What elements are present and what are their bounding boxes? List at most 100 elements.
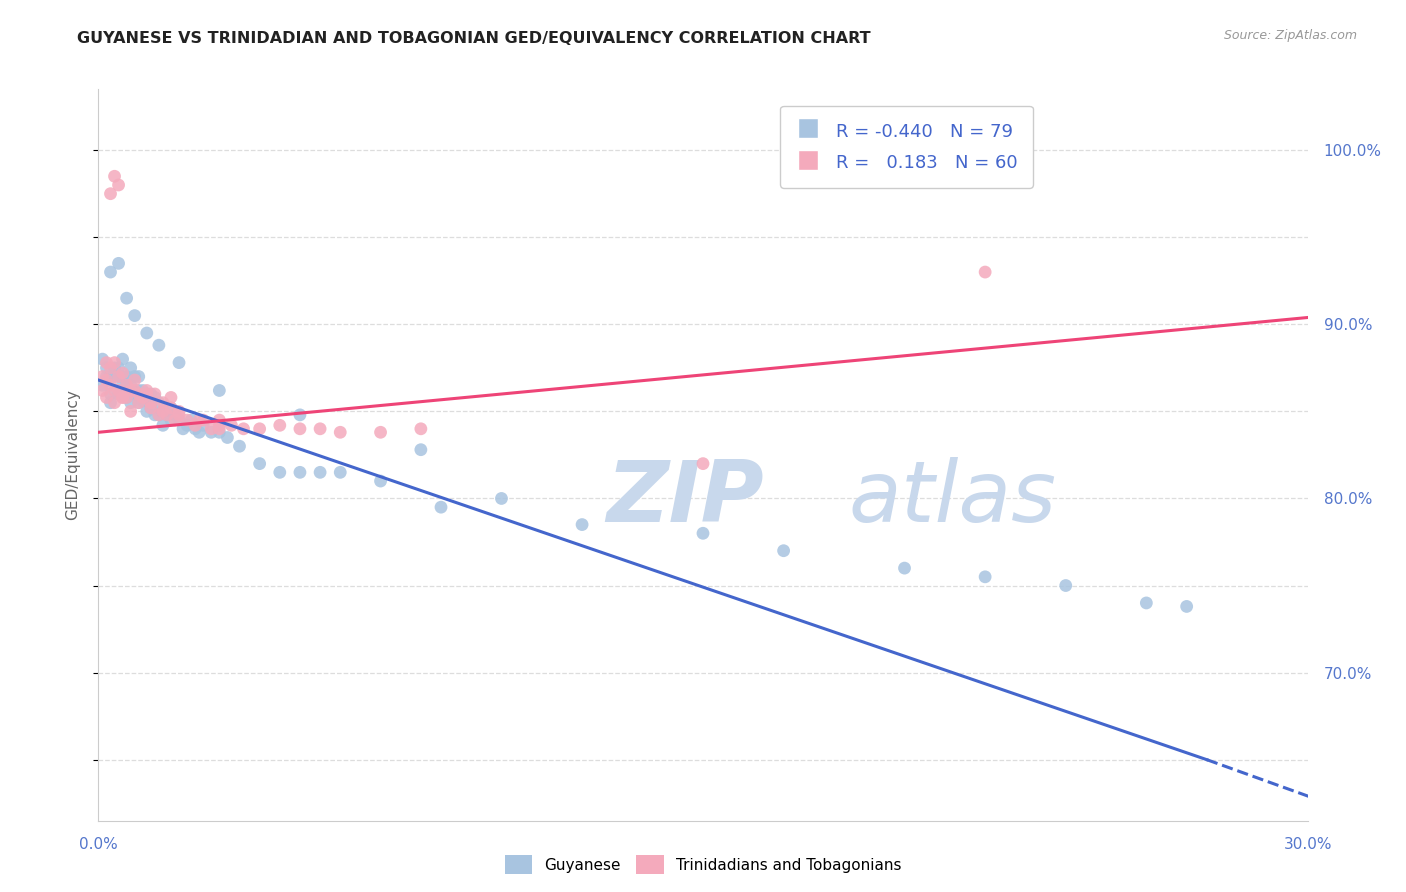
- Point: [135, 391, 157, 405]
- Point: [309, 466, 332, 480]
- Point: [208, 418, 231, 433]
- Point: [111, 378, 134, 392]
- Point: [124, 387, 146, 401]
- Point: [107, 384, 129, 398]
- Text: atlas: atlas: [848, 458, 1056, 541]
- Point: [409, 442, 432, 457]
- Point: [132, 391, 155, 405]
- Point: [111, 369, 134, 384]
- Point: [120, 360, 142, 375]
- Point: [249, 457, 271, 471]
- Point: [160, 391, 183, 405]
- Legend: R = -0.440   N = 79, R =   0.183   N = 60: R = -0.440 N = 79, R = 0.183 N = 60: [780, 105, 1032, 187]
- Point: [107, 369, 129, 384]
- Point: [1054, 578, 1077, 592]
- Point: [148, 338, 170, 352]
- Point: [176, 418, 198, 433]
- Point: [100, 378, 122, 392]
- Point: [893, 561, 915, 575]
- Point: [208, 384, 231, 398]
- Point: [148, 408, 170, 422]
- Point: [135, 326, 157, 340]
- Legend: Guyanese, Trinidadians and Tobagonians: Guyanese, Trinidadians and Tobagonians: [499, 849, 907, 880]
- Point: [172, 422, 194, 436]
- Point: [188, 425, 211, 440]
- Point: [208, 422, 231, 436]
- Point: [329, 466, 352, 480]
- Point: [1175, 599, 1198, 614]
- Point: [188, 413, 211, 427]
- Point: [167, 404, 190, 418]
- Point: [107, 387, 129, 401]
- Point: [139, 387, 162, 401]
- Text: ZIP: ZIP: [606, 458, 763, 541]
- Point: [163, 413, 186, 427]
- Point: [128, 369, 150, 384]
- Point: [370, 474, 392, 488]
- Point: [96, 356, 118, 370]
- Point: [152, 418, 174, 433]
- Point: [430, 500, 453, 515]
- Point: [288, 422, 311, 436]
- Point: [103, 360, 125, 375]
- Point: [148, 408, 170, 422]
- Point: [269, 466, 291, 480]
- Point: [180, 413, 202, 427]
- Point: [571, 517, 593, 532]
- Point: [128, 395, 150, 409]
- Text: Source: ZipAtlas.com: Source: ZipAtlas.com: [1223, 29, 1357, 42]
- Point: [200, 422, 222, 436]
- Point: [100, 265, 122, 279]
- Point: [184, 422, 207, 436]
- Point: [103, 356, 125, 370]
- Point: [100, 186, 122, 201]
- Point: [91, 384, 114, 398]
- Point: [128, 395, 150, 409]
- Point: [156, 408, 179, 422]
- Point: [91, 352, 114, 367]
- Point: [139, 395, 162, 409]
- Point: [120, 395, 142, 409]
- Point: [96, 360, 118, 375]
- Point: [148, 395, 170, 409]
- Point: [139, 401, 162, 415]
- Point: [128, 384, 150, 398]
- Point: [128, 387, 150, 401]
- Point: [115, 378, 138, 392]
- Point: [167, 408, 190, 422]
- Point: [143, 387, 166, 401]
- Point: [96, 369, 118, 384]
- Point: [692, 526, 714, 541]
- Point: [288, 466, 311, 480]
- Point: [288, 408, 311, 422]
- Point: [309, 422, 332, 436]
- Point: [143, 408, 166, 422]
- Point: [152, 404, 174, 418]
- Point: [139, 401, 162, 415]
- Point: [91, 369, 114, 384]
- Point: [232, 422, 254, 436]
- Point: [208, 425, 231, 440]
- Point: [409, 422, 432, 436]
- Point: [167, 413, 190, 427]
- Point: [115, 378, 138, 392]
- Point: [167, 356, 190, 370]
- Point: [132, 393, 155, 408]
- Point: [115, 369, 138, 384]
- Point: [160, 401, 183, 415]
- Point: [115, 391, 138, 405]
- Point: [217, 430, 239, 444]
- Point: [143, 391, 166, 405]
- Point: [184, 418, 207, 433]
- Point: [107, 178, 129, 192]
- Point: [111, 352, 134, 367]
- Point: [124, 369, 146, 384]
- Point: [329, 425, 352, 440]
- Point: [974, 570, 997, 584]
- Point: [221, 418, 243, 433]
- Point: [100, 360, 122, 375]
- Point: [132, 384, 155, 398]
- Point: [120, 384, 142, 398]
- Y-axis label: GED/Equivalency: GED/Equivalency: [65, 390, 80, 520]
- Point: [160, 401, 183, 415]
